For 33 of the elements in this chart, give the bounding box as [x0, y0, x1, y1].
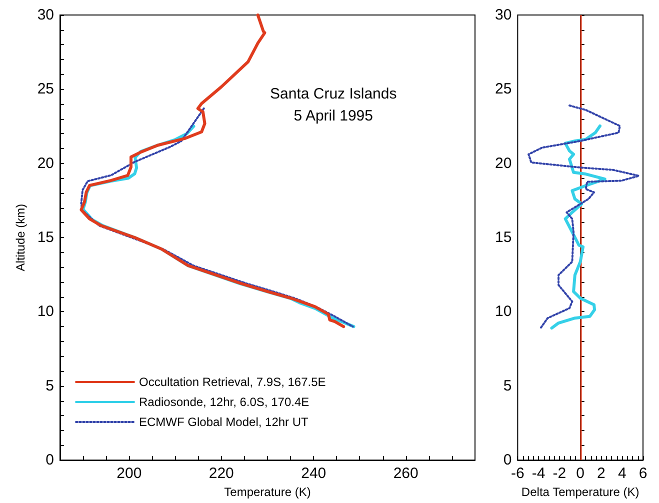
x-axis-title: Temperature (K)	[224, 485, 311, 499]
y-tick-label: 10	[494, 303, 512, 320]
y-axis-title: Altitude (km)	[13, 204, 28, 272]
x-tick-label: 260	[393, 465, 418, 482]
y-tick-label: 15	[37, 229, 54, 246]
x-axis-title: Delta Temperature (K)	[521, 485, 640, 499]
y-tick-label: 25	[494, 80, 512, 98]
y-tick-label: 5	[503, 377, 512, 394]
x-tick-label: 0	[576, 465, 585, 482]
x-tick-label: 200	[116, 465, 142, 482]
y-tick-label: 5	[46, 377, 54, 394]
legend-label: Radiosonde, 12hr, 6.0S, 170.4E	[139, 395, 310, 409]
x-tick-label: 6	[638, 465, 648, 482]
y-tick-label: 10	[37, 303, 54, 320]
x-tick-label: 4	[618, 465, 626, 482]
legend-label: Occultation Retrieval, 7.9S, 167.5E	[139, 375, 326, 389]
x-tick-label: 240	[301, 465, 326, 482]
y-tick-label: 25	[37, 80, 54, 98]
x-tick-label: -2	[552, 465, 566, 482]
legend-label: ECMWF Global Model, 12hr UT	[139, 415, 310, 429]
annotation: Santa Cruz Islands 5 April 1995	[270, 86, 397, 124]
y-tick-label: 20	[494, 154, 512, 172]
x-tick-label: 2	[597, 465, 606, 482]
y-tick-label: 15	[494, 229, 512, 246]
y-tick-label: 0	[503, 452, 512, 469]
y-tick-label: 30	[37, 6, 54, 24]
y-tick-label: 20	[37, 154, 54, 172]
y-tick-label: 0	[46, 452, 54, 469]
x-tick-label: -6	[511, 465, 524, 482]
x-tick-label: 220	[208, 465, 234, 482]
y-tick-label: 30	[494, 6, 512, 24]
line-series	[528, 104, 640, 330]
x-tick-label: -4	[532, 465, 546, 482]
